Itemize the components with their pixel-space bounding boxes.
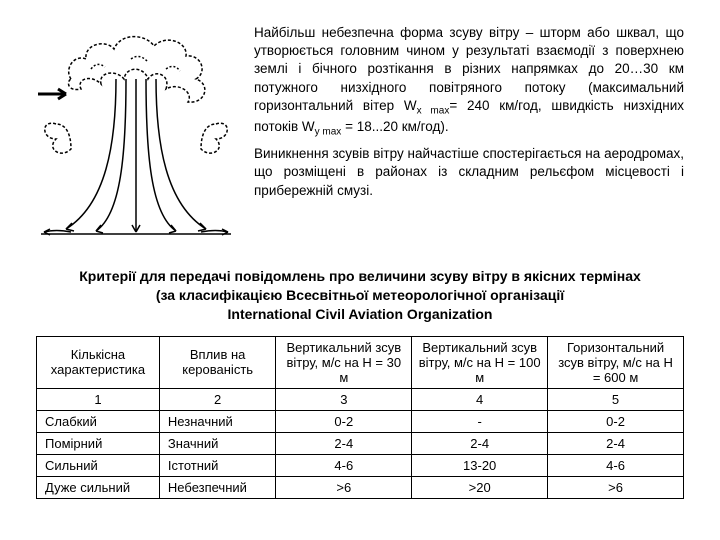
cell: Слабкий [37, 410, 160, 432]
table-row: Дуже сильний Небезпечний >6 >20 >6 [37, 476, 684, 498]
cell: 2-4 [548, 432, 684, 454]
table-row: Слабкий Незначний 0-2 - 0-2 [37, 410, 684, 432]
cell: 4-6 [276, 454, 412, 476]
heading-line-1: Критерії для передачі повідомлень про ве… [36, 267, 684, 286]
cell: 13-20 [412, 454, 548, 476]
p1-c: = 18...20 км/год). [341, 119, 448, 134]
cell: - [412, 410, 548, 432]
th-1: Кількісна характеристика [37, 336, 160, 388]
table-header-row: Кількісна характеристика Вплив на керова… [37, 336, 684, 388]
wind-shear-diagram [36, 24, 236, 247]
cell: Сильний [37, 454, 160, 476]
criteria-table: Кількісна характеристика Вплив на керова… [36, 336, 684, 499]
idx-1: 1 [37, 388, 160, 410]
table-index-row: 1 2 3 4 5 [37, 388, 684, 410]
cell: Незначний [159, 410, 275, 432]
th-4: Вертикальний зсув вітру, м/с на H = 100 … [412, 336, 548, 388]
paragraph-2: Виникнення зсувів вітру найчастіше спост… [254, 145, 684, 200]
cell: >6 [276, 476, 412, 498]
table-row: Помірний Значний 2-4 2-4 2-4 [37, 432, 684, 454]
table-row: Сильний Істотний 4-6 13-20 4-6 [37, 454, 684, 476]
cell: Дуже сильний [37, 476, 160, 498]
p1-sub1: x max [417, 106, 450, 117]
cell: >20 [412, 476, 548, 498]
th-3: Вертикальний зсув вітру, м/с на H = 30 м [276, 336, 412, 388]
th-5: Горизонтальний зсув вітру, м/с на H = 60… [548, 336, 684, 388]
top-section: Найбільш небезпечна форма зсуву вітру – … [36, 24, 684, 247]
heading-line-2: (за класифікацією Всесвітньої метеоролог… [36, 286, 684, 305]
paragraph-1: Найбільш небезпечна форма зсуву вітру – … [254, 24, 684, 139]
cell: Істотний [159, 454, 275, 476]
heading-line-3: International Civil Aviation Organizatio… [36, 305, 684, 324]
idx-2: 2 [159, 388, 275, 410]
idx-4: 4 [412, 388, 548, 410]
cell: Небезпечний [159, 476, 275, 498]
cell: 0-2 [548, 410, 684, 432]
table-heading: Критерії для передачі повідомлень про ве… [36, 267, 684, 324]
cell: 2-4 [412, 432, 548, 454]
idx-5: 5 [548, 388, 684, 410]
th-2: Вплив на керованість [159, 336, 275, 388]
p1-sub2: y max [315, 127, 342, 138]
cell: 2-4 [276, 432, 412, 454]
cell: Помірний [37, 432, 160, 454]
cell: 4-6 [548, 454, 684, 476]
cell: Значний [159, 432, 275, 454]
idx-3: 3 [276, 388, 412, 410]
cell: 0-2 [276, 410, 412, 432]
description-text: Найбільш небезпечна форма зсуву вітру – … [254, 24, 684, 206]
cell: >6 [548, 476, 684, 498]
